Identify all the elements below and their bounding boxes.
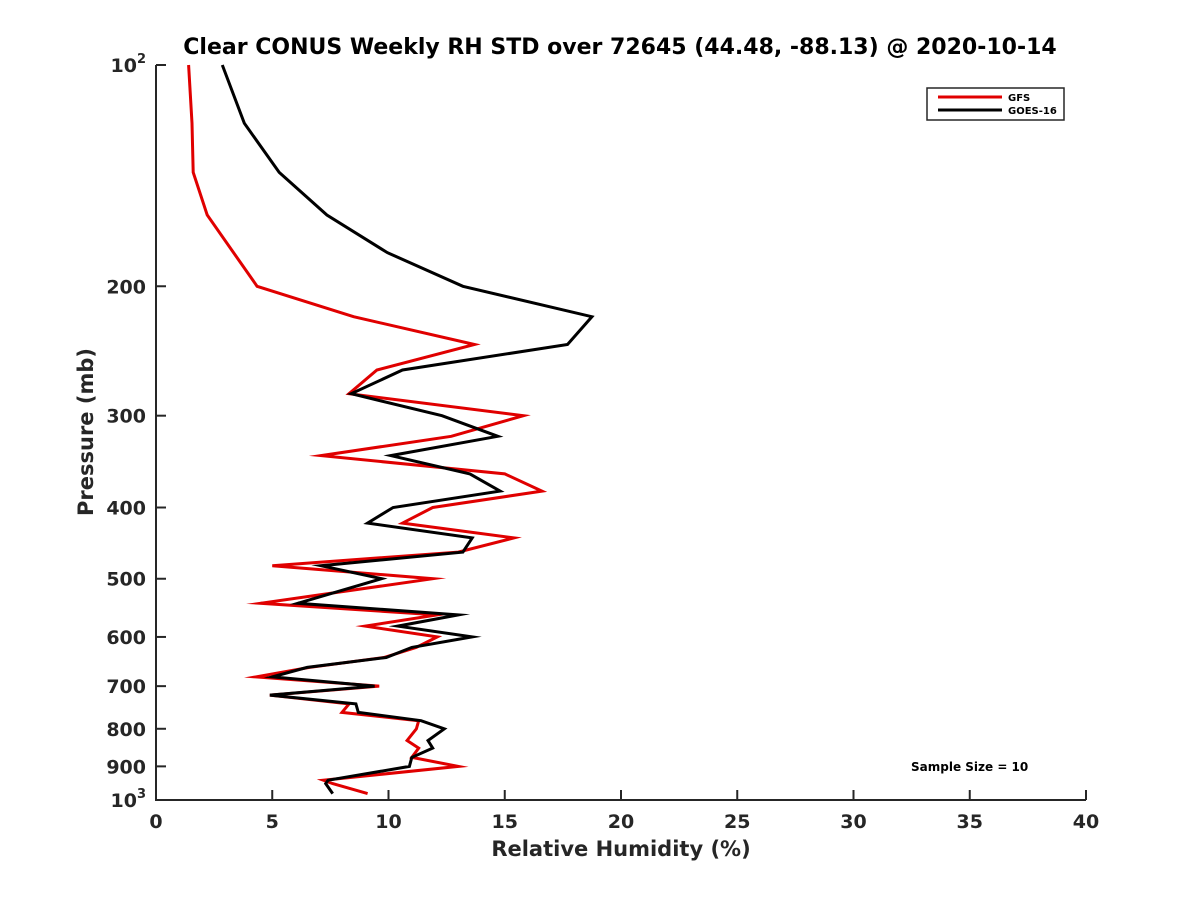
y-tick-label: 500 [106,569,146,591]
legend-box [926,87,1065,121]
series-line-goes16 [220,64,595,795]
legend: GFS GOES-16 [926,87,1065,121]
y-tick-label: 800 [106,719,146,741]
y-axis-label: Pressure (mb) [74,348,98,516]
x-ticks: 0 5 10 15 20 25 30 35 40 [149,790,1099,833]
x-tick-label: 20 [608,811,634,833]
sample-size-annotation: Sample Size = 10 [911,760,1028,774]
x-axis-label: Relative Humidity (%) [491,837,750,861]
x-tick-label: 5 [266,811,279,833]
series-line-gfs [187,64,548,796]
x-tick-label: 15 [492,811,518,833]
x-tick-label: 10 [375,811,401,833]
legend-label-goes16: GOES-16 [1008,106,1057,117]
y-tick-label: 300 [106,406,146,428]
y-tick-label: 700 [106,676,146,698]
y-tick-label: 600 [106,627,146,649]
y-tick-label: 200 [106,276,146,298]
x-tick-label: 40 [1073,811,1099,833]
legend-label-gfs: GFS [1008,93,1030,104]
plot-area: 0 5 10 15 20 25 30 35 40 10220030040050060070080… [106,52,1099,833]
x-tick-label: 30 [840,811,866,833]
x-tick-label: 25 [724,811,750,833]
x-tick-label: 0 [149,811,162,833]
x-tick-label: 35 [957,811,983,833]
y-tick-label: 400 [106,498,146,520]
y-tick-label: 900 [106,756,146,778]
chart-title: Clear CONUS Weekly RH STD over 72645 (44… [183,35,1056,60]
series-layer [187,64,595,796]
